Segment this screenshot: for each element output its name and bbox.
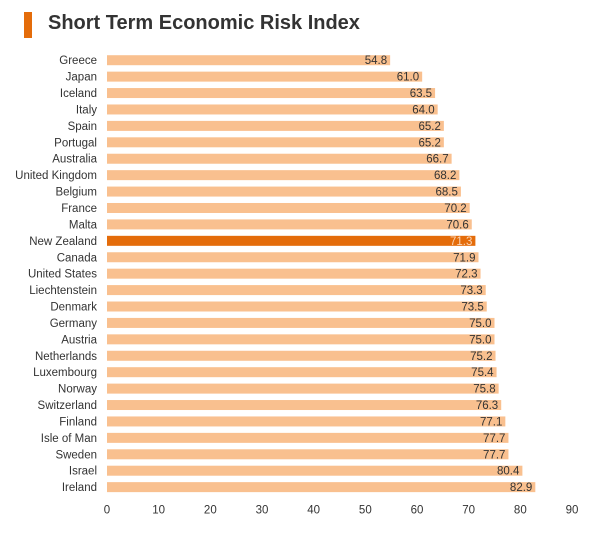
title-accent-marker: [24, 12, 32, 38]
chart-title: Short Term Economic Risk Index: [48, 12, 360, 34]
category-label: Germany: [50, 318, 98, 330]
value-label: 70.2: [444, 203, 466, 215]
bar: [107, 383, 499, 394]
bar: [107, 268, 481, 279]
value-label: 75.0: [469, 334, 491, 346]
value-label: 77.7: [483, 449, 505, 461]
value-label: 80.4: [497, 466, 520, 478]
category-label: Switzerland: [38, 400, 97, 412]
x-tick-label: 90: [566, 504, 579, 516]
x-tick-label: 20: [204, 504, 217, 516]
bar: [107, 285, 486, 296]
category-label: Denmark: [50, 302, 97, 314]
value-label: 61.0: [397, 72, 419, 84]
category-label: Israel: [69, 466, 97, 478]
category-label: Norway: [58, 384, 97, 396]
value-label: 77.1: [480, 416, 502, 428]
x-tick-label: 10: [152, 504, 165, 516]
value-label: 65.2: [418, 121, 440, 133]
category-label: Belgium: [55, 187, 97, 199]
bar: [107, 350, 496, 361]
value-label: 63.5: [410, 88, 432, 100]
value-label: 73.5: [461, 302, 483, 314]
bar: [107, 400, 502, 411]
bar: [107, 416, 506, 427]
category-label: Ireland: [62, 482, 97, 494]
bar: [107, 120, 444, 131]
value-label: 71.3: [450, 236, 472, 248]
value-label: 72.3: [455, 269, 477, 281]
bar: [107, 317, 495, 328]
bar: [107, 465, 523, 476]
category-label: Malta: [69, 219, 98, 231]
category-label: Liechtenstein: [29, 285, 97, 297]
bar: [107, 88, 436, 99]
bar: [107, 170, 460, 181]
value-label: 73.3: [460, 285, 482, 297]
value-label: 75.0: [469, 318, 491, 330]
category-label: Finland: [59, 416, 97, 428]
value-label: 75.4: [471, 367, 494, 379]
value-label: 76.3: [476, 400, 498, 412]
x-tick-label: 40: [307, 504, 320, 516]
category-label: Netherlands: [35, 351, 97, 363]
bar: [107, 104, 438, 115]
category-label: Isle of Man: [41, 433, 97, 445]
value-label: 75.8: [473, 384, 495, 396]
value-label: 54.8: [365, 55, 387, 67]
category-label: Sweden: [55, 449, 97, 461]
bar: [107, 219, 472, 230]
value-label: 77.7: [483, 433, 505, 445]
bar: [107, 334, 495, 345]
bar: [107, 71, 423, 82]
x-tick-label: 50: [359, 504, 372, 516]
category-label: New Zealand: [29, 236, 97, 248]
value-label: 68.2: [434, 170, 456, 182]
category-label: Australia: [52, 154, 97, 166]
bar: [107, 301, 487, 312]
bar: [107, 202, 470, 213]
category-label: Japan: [66, 72, 97, 84]
category-label: United Kingdom: [15, 170, 97, 182]
category-label: Portugal: [54, 137, 97, 149]
value-label: 65.2: [418, 137, 440, 149]
bar: [107, 432, 509, 443]
category-label: Iceland: [60, 88, 97, 100]
bar: [107, 137, 444, 148]
bar: [107, 153, 452, 164]
category-label: United States: [28, 269, 97, 281]
category-label: Luxembourg: [33, 367, 97, 379]
bar: [107, 55, 391, 66]
value-label: 82.9: [510, 482, 532, 494]
category-label: Italy: [76, 104, 97, 116]
x-tick-label: 60: [411, 504, 424, 516]
x-tick-label: 0: [104, 504, 110, 516]
bar-highlight: [107, 235, 476, 246]
value-label: 71.9: [453, 252, 475, 264]
category-label: France: [61, 203, 97, 215]
value-label: 64.0: [412, 104, 434, 116]
category-label: Austria: [61, 334, 97, 346]
x-tick-label: 80: [514, 504, 527, 516]
category-label: Canada: [57, 252, 98, 264]
x-tick-label: 30: [256, 504, 269, 516]
bar: [107, 186, 461, 197]
category-label: Spain: [68, 121, 97, 133]
category-label: Greece: [59, 55, 97, 67]
bar: [107, 449, 509, 460]
value-label: 68.5: [436, 187, 458, 199]
bar: [107, 482, 536, 493]
bar: [107, 252, 479, 263]
value-label: 75.2: [470, 351, 492, 363]
x-tick-label: 70: [462, 504, 475, 516]
bar: [107, 367, 497, 378]
value-label: 70.6: [446, 219, 468, 231]
value-label: 66.7: [426, 154, 448, 166]
